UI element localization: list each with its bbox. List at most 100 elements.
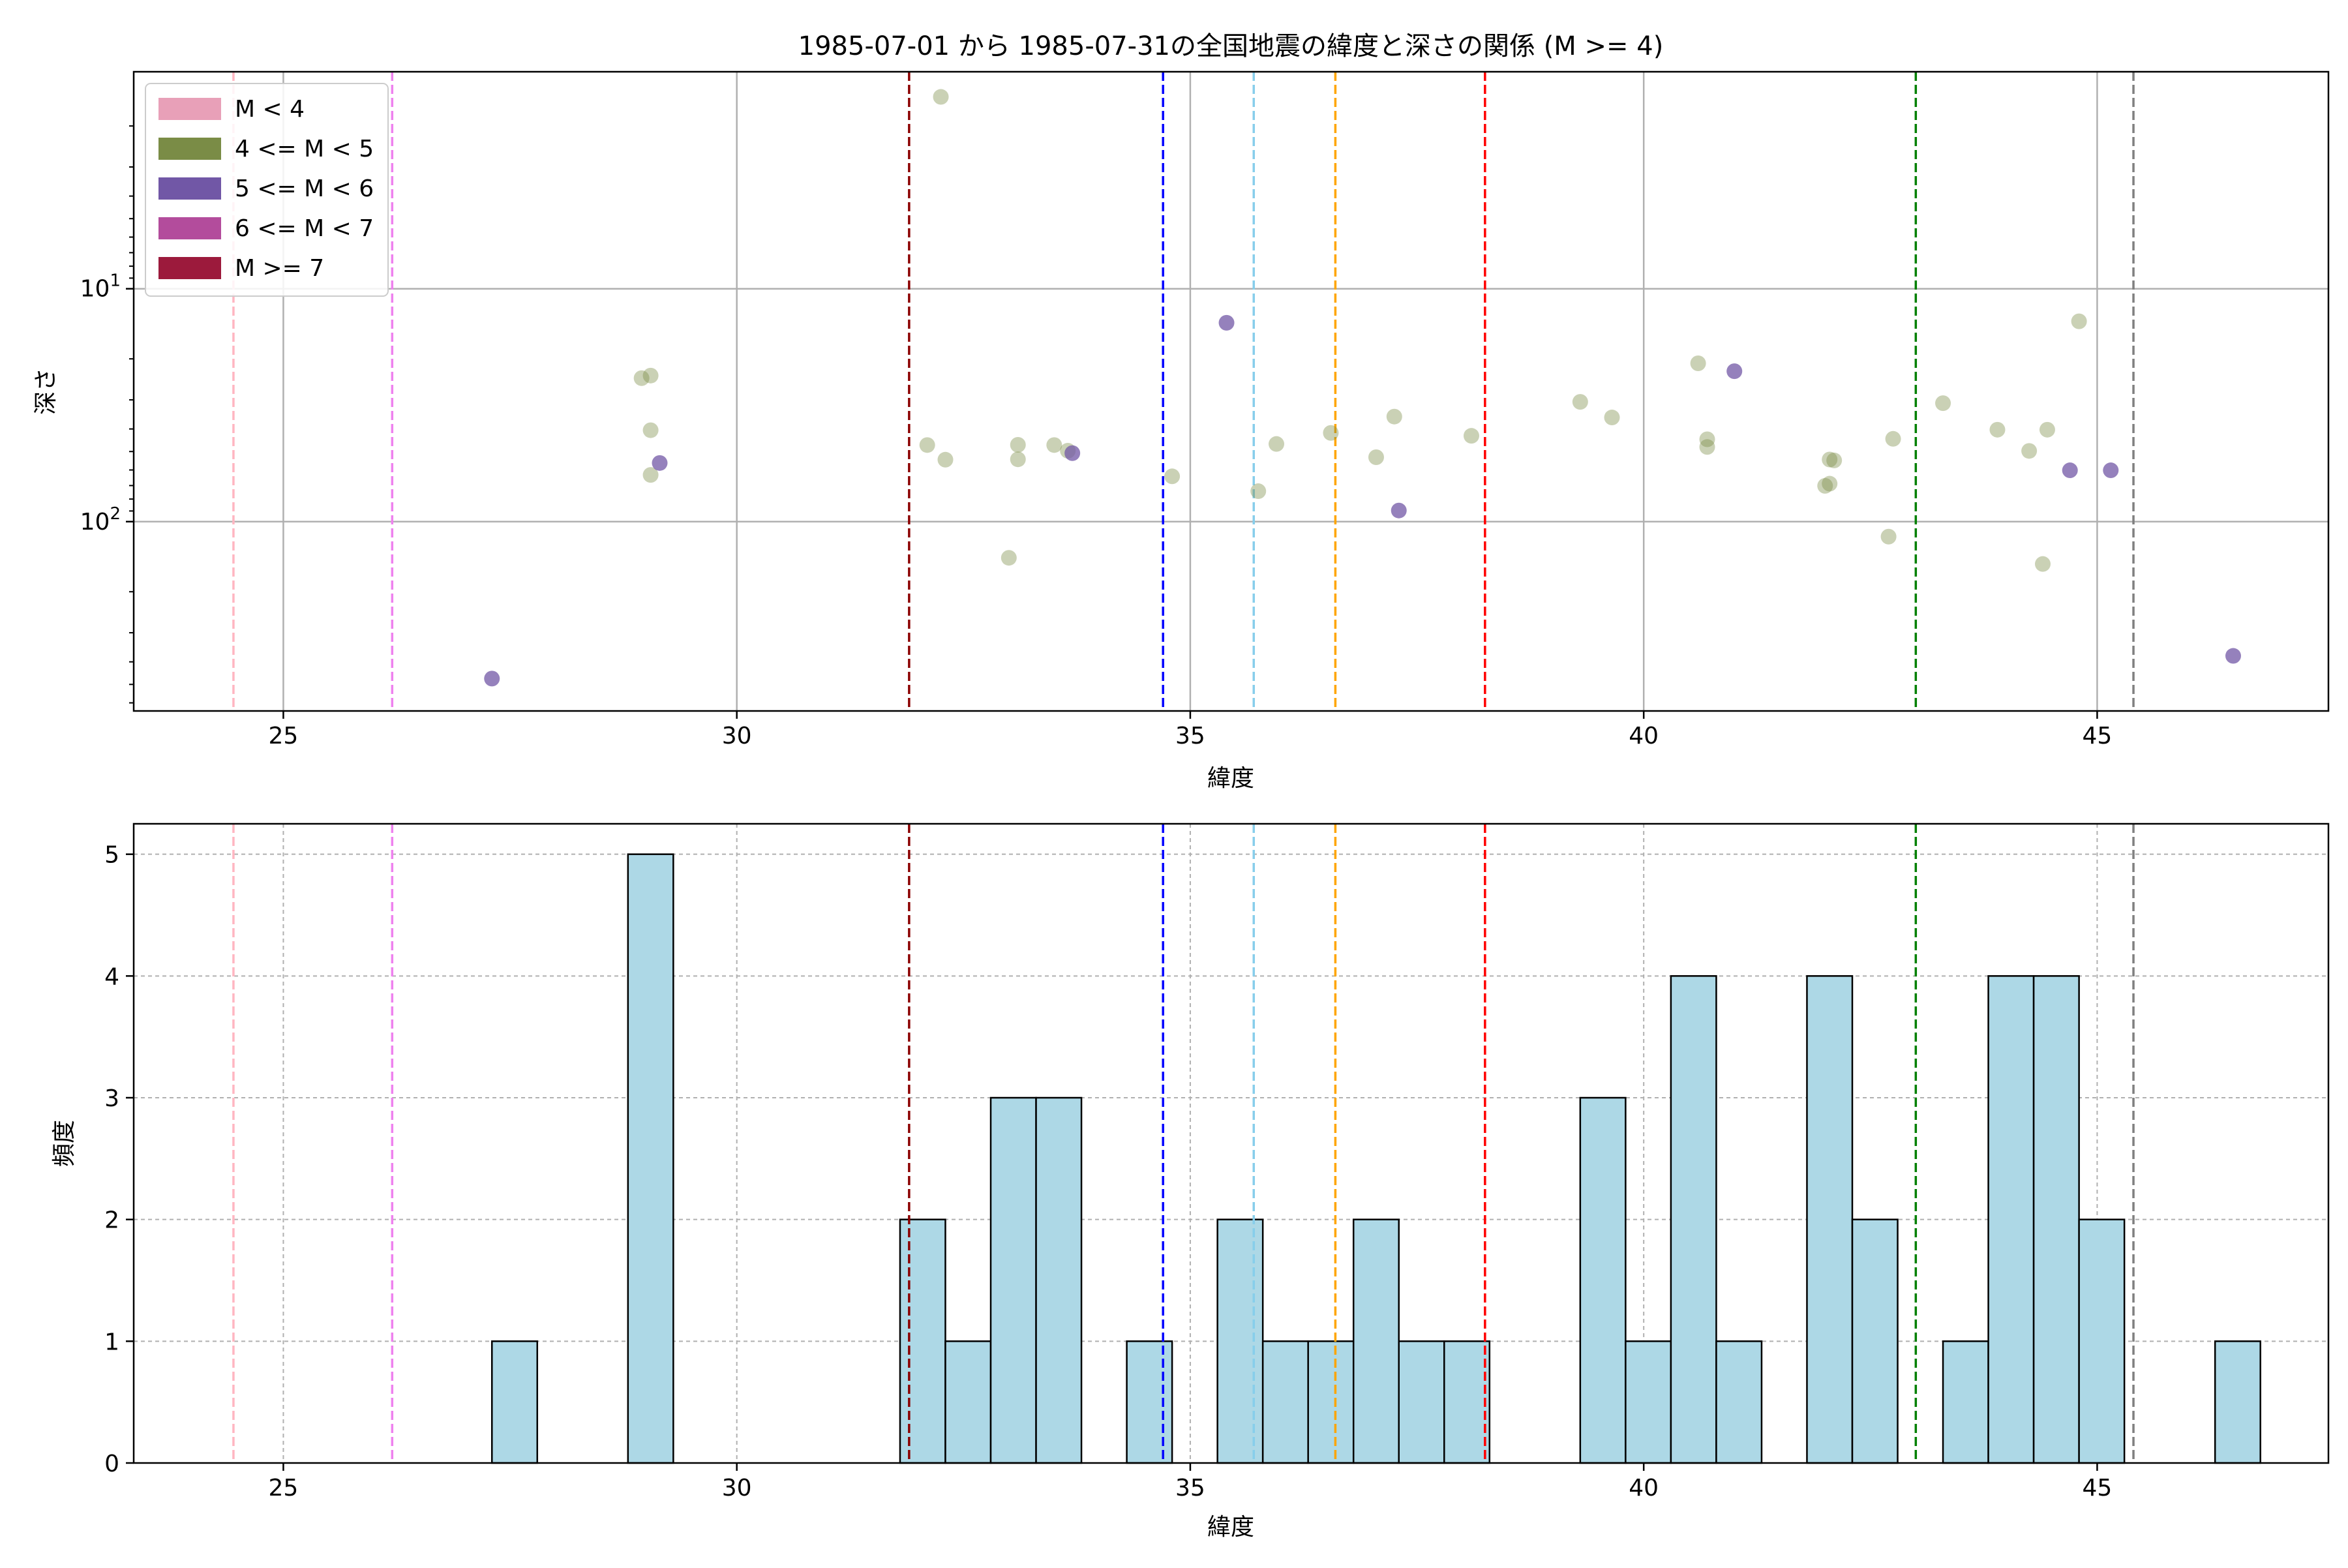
histogram-y-tick-label: 2 (104, 1207, 119, 1234)
legend-swatch (158, 138, 221, 160)
histogram-bar (1851, 1218, 1899, 1464)
scatter-point (1323, 425, 1339, 441)
scatter-y-tick-label: 101 (80, 271, 121, 303)
scatter-point (919, 437, 935, 453)
histogram-bar (1126, 1340, 1173, 1464)
histogram-reference-lines (232, 824, 2135, 1463)
scatter-grid (134, 72, 2328, 711)
histogram-bar (1307, 1340, 1355, 1464)
legend-swatch (158, 217, 221, 239)
scatter-point (1989, 421, 2006, 438)
legend-swatch (158, 257, 221, 279)
histogram-bar (1715, 1340, 1763, 1464)
legend-entries: M < 4 4 <= M < 5 5 <= M < 6 6 <= M < 7 M >= … (158, 96, 374, 282)
scatter-point (1010, 451, 1026, 468)
scatter-point (2071, 313, 2087, 329)
scatter-point (1826, 452, 1843, 468)
scatter-point (1822, 451, 1838, 468)
scatter-point (1880, 528, 1897, 545)
scatter-point (1817, 477, 1833, 494)
scatter-point (1218, 314, 1235, 331)
scatter-point (1046, 437, 1062, 453)
histogram-bar (1035, 1096, 1083, 1464)
legend-label: M < 4 (235, 96, 305, 123)
histogram-bar (1398, 1340, 1445, 1464)
scatter-point (2039, 421, 2055, 438)
scatter-points (484, 89, 2241, 687)
scatter-point (1699, 439, 1715, 455)
histogram-x-axis-label: 緯度 (1207, 1514, 1254, 1541)
histogram-bar (627, 853, 674, 1464)
histogram-bar (2078, 1218, 2126, 1464)
scatter-point (2021, 443, 2038, 459)
scatter-y-axis-label: 深さ (33, 368, 59, 415)
histogram-bar (944, 1340, 992, 1464)
scatter-point (1935, 395, 1951, 412)
scatter-x-axis-label: 緯度 (1207, 765, 1254, 792)
histogram-bar (1352, 1218, 1400, 1464)
scatter-point (1690, 355, 1706, 372)
histogram-y-tick-label: 5 (104, 842, 119, 869)
chart-title: 1985-07-01 から 1985-07-31の全国地震の緯度と深さの関係 (… (798, 31, 1664, 61)
histogram-x-tick-label: 25 (269, 1475, 299, 1501)
legend-frame (145, 83, 389, 297)
histogram-y-tick-label: 3 (104, 1085, 119, 1112)
histogram-y-tick-label: 0 (104, 1451, 119, 1477)
scatter-point (633, 370, 650, 386)
histogram-bar (2214, 1340, 2261, 1464)
histogram-y-tick-label: 1 (104, 1329, 119, 1355)
histogram-bar (1987, 975, 2035, 1464)
scatter-point (1822, 475, 1838, 492)
scatter-point (1064, 445, 1081, 461)
scatter-point (1386, 408, 1402, 425)
scatter-x-tick-label: 25 (269, 723, 299, 749)
scatter-point (937, 451, 954, 468)
scatter-point (1885, 430, 1901, 447)
histogram-bar (2032, 975, 2080, 1464)
histogram-x-tick-label: 30 (722, 1475, 752, 1501)
histogram-bar (1806, 975, 1854, 1464)
legend: M < 4 4 <= M < 5 5 <= M < 6 6 <= M < 7 M >= … (145, 83, 389, 297)
scatter-point (642, 467, 659, 483)
histogram-x-tick-label: 35 (1175, 1475, 1205, 1501)
scatter-point (1699, 431, 1715, 447)
scatter-x-tick-label: 30 (722, 723, 752, 749)
legend-label: 5 <= M < 6 (235, 175, 374, 202)
histogram-y-axis-label: 頻度 (51, 1120, 78, 1167)
scatter-point (2103, 462, 2119, 479)
scatter-x-tick-label: 45 (2083, 723, 2113, 749)
scatter-point (1250, 483, 1267, 500)
histogram-bar (1579, 1096, 1627, 1464)
histogram-x-tick-label: 40 (1629, 1475, 1659, 1501)
scatter-point (1572, 394, 1588, 410)
scatter-point (1368, 449, 1384, 466)
scatter-y-ticks: 101 102 (80, 125, 134, 704)
histogram-x-tick-label: 45 (2083, 1475, 2113, 1501)
histogram-bar (1942, 1340, 1989, 1464)
histogram-bar (490, 1340, 539, 1464)
histogram-bar (989, 1096, 1037, 1464)
scatter-axes-frame (132, 70, 2330, 712)
scatter-point (1463, 428, 1479, 444)
legend-swatch (158, 98, 221, 120)
histogram-bar (1261, 1340, 1309, 1464)
scatter-x-tick-label: 40 (1629, 723, 1659, 749)
histogram-axes-frame (132, 822, 2330, 1464)
scatter-point (652, 455, 668, 471)
histogram-y-tick-label: 4 (104, 963, 119, 990)
legend-label: M >= 7 (235, 255, 324, 282)
histogram-x-ticks: 25 30 35 40 45 (269, 1463, 2113, 1501)
legend-swatch (158, 177, 221, 200)
histogram-bars (490, 853, 2261, 1464)
scatter-point (2034, 556, 2051, 572)
scatter-point (484, 671, 500, 687)
scatter-point (1164, 468, 1181, 485)
histogram-bar (1670, 975, 1717, 1464)
scatter-y-tick-label: 102 (80, 504, 121, 535)
histogram-bar (1216, 1218, 1264, 1464)
histogram-bar (1443, 1340, 1491, 1464)
scatter-x-tick-label: 35 (1175, 723, 1205, 749)
